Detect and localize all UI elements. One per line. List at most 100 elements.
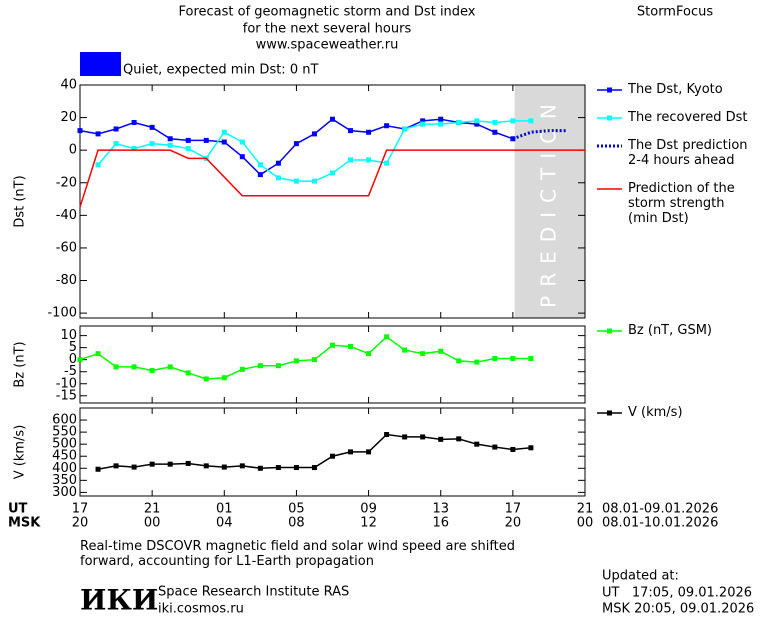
marker (348, 157, 354, 163)
y-tick-label: -100 (47, 306, 77, 321)
marker (131, 119, 137, 125)
marker (149, 368, 155, 374)
marker (402, 347, 408, 353)
marker (348, 128, 354, 134)
x2-tick-label: 00 (144, 516, 161, 531)
marker (330, 170, 335, 176)
brand: StormFocus (637, 5, 713, 20)
x2-tick-label: 16 (432, 516, 449, 531)
y-axis-label: Bz (nT) (13, 341, 28, 387)
marker (474, 359, 480, 365)
marker (474, 121, 480, 127)
y-tick-label: 550 (52, 425, 77, 440)
marker (149, 124, 155, 130)
marker (221, 129, 227, 135)
marker (311, 357, 317, 363)
legend-label: Bz (nT, GSM) (628, 323, 713, 338)
marker (528, 445, 534, 451)
updated-ut: UT 17:05, 09.01.2026 (602, 586, 752, 601)
marker (293, 358, 299, 364)
x-row-label: UT (8, 502, 28, 517)
marker (95, 162, 101, 168)
marker (113, 141, 119, 147)
marker (221, 464, 227, 470)
title-line: for the next several hours (243, 22, 412, 37)
marker (366, 351, 372, 357)
title-line: Forecast of geomagnetic storm and Dst in… (178, 5, 475, 20)
marker (384, 334, 390, 340)
y-tick-label: 5 (69, 340, 77, 355)
annotation: Quiet, expected min Dst: 0 nT (123, 63, 318, 78)
y-tick-label: 40 (60, 78, 77, 93)
marker (113, 463, 119, 469)
marker (348, 449, 354, 455)
prediction-region (514, 85, 585, 318)
marker (492, 355, 498, 361)
marker (456, 436, 462, 442)
x-tick-label: 17 (72, 502, 89, 517)
y-tick-label: -40 (56, 208, 77, 223)
marker (420, 118, 426, 124)
marker (185, 370, 191, 376)
series-line (79, 335, 531, 380)
marker (275, 175, 281, 181)
marker (203, 463, 209, 469)
marker (257, 363, 263, 369)
marker (221, 375, 227, 381)
marker (456, 358, 462, 364)
y-tick-label: 20 (60, 110, 77, 125)
marker (167, 461, 173, 467)
marker (203, 376, 209, 382)
marker (185, 460, 191, 466)
plot-frame (79, 407, 586, 497)
y-tick-label: 450 (52, 449, 77, 464)
marker (257, 162, 263, 168)
marker (474, 441, 480, 447)
marker (366, 157, 372, 163)
legend-marker (607, 87, 612, 93)
y-tick-label: -15 (56, 388, 77, 403)
marker (510, 118, 516, 124)
marker (113, 364, 119, 370)
x-tick-label: 21 (144, 502, 161, 517)
marker (438, 116, 444, 122)
legend-marker (607, 410, 612, 416)
marker (239, 366, 245, 372)
y-axis-label: V (km/s) (13, 425, 28, 480)
series-line (97, 433, 531, 470)
marker (474, 118, 480, 124)
marker (330, 116, 335, 122)
marker (384, 123, 390, 129)
legend-marker (607, 115, 612, 121)
marker (402, 126, 408, 132)
annotation-swatch (80, 52, 121, 76)
marker (528, 355, 534, 361)
legend-label: Prediction of the storm strength (min Ds… (628, 181, 735, 226)
plot-frame (79, 325, 586, 404)
marker (293, 465, 299, 471)
marker (510, 446, 516, 452)
marker (366, 449, 372, 455)
x-row-date: 08.01-09.01.2026 (602, 502, 718, 517)
marker (203, 137, 209, 143)
x2-tick-label: 20 (72, 516, 89, 531)
marker (185, 137, 191, 143)
x-tick-label: 01 (216, 502, 233, 517)
marker (257, 465, 263, 471)
series-line (79, 149, 585, 208)
marker (438, 436, 444, 442)
url: iki.cosmos.ru (158, 602, 244, 617)
marker (456, 119, 462, 125)
region-label: PREDICTION (536, 95, 560, 308)
y-tick-label: -80 (56, 273, 77, 288)
y-tick-label: -10 (56, 376, 77, 391)
x2-tick-label: 00 (577, 516, 594, 531)
marker (257, 172, 263, 178)
marker (95, 351, 101, 357)
institute: Space Research Institute RAS (158, 585, 349, 600)
x-tick-label: 21 (577, 502, 594, 517)
x2-tick-label: 04 (216, 516, 233, 531)
x-tick-label: 17 (505, 502, 522, 517)
